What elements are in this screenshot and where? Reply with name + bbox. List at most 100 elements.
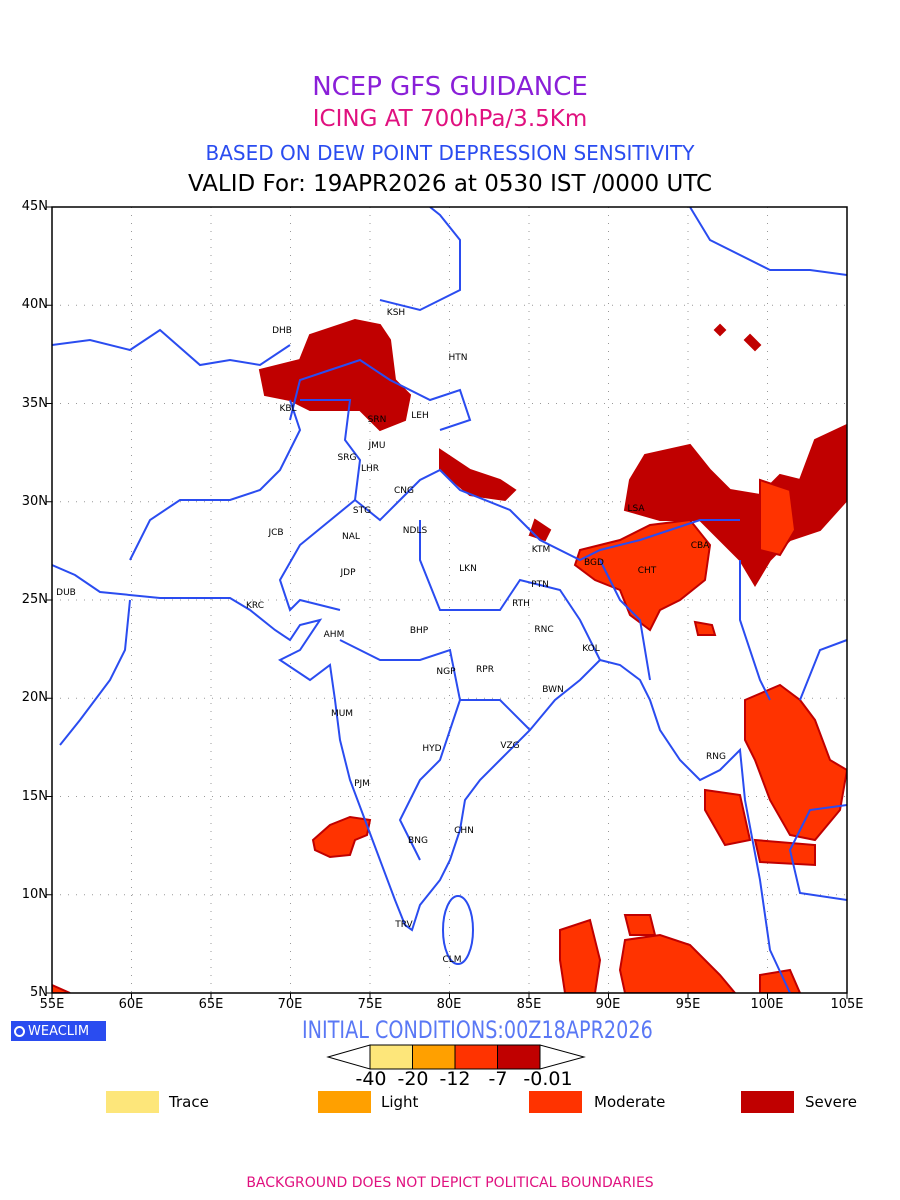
icing-area-moderate bbox=[618, 933, 737, 993]
logo-ring-icon bbox=[14, 1025, 25, 1037]
station-label: PJM bbox=[354, 779, 370, 789]
station-label: DUB bbox=[56, 588, 76, 598]
gridlines bbox=[52, 207, 847, 993]
station-label: KTM bbox=[531, 545, 551, 555]
icing-area-moderate bbox=[52, 983, 71, 993]
icing-area-severe bbox=[258, 318, 412, 432]
station-label: CHN bbox=[454, 826, 474, 836]
station-label: KRC bbox=[246, 601, 264, 611]
station-label: KBL bbox=[279, 404, 297, 414]
icing-moderate bbox=[52, 478, 847, 993]
station-label: NAL bbox=[342, 532, 360, 542]
station-label: CHT bbox=[637, 566, 657, 576]
icing-area-moderate bbox=[623, 914, 657, 936]
lon-label: 70E bbox=[277, 997, 303, 1012]
lon-label: 85E bbox=[516, 997, 542, 1012]
station-label: LHR bbox=[360, 464, 380, 474]
station-label: NGP bbox=[436, 667, 456, 677]
station-label: VZG bbox=[500, 741, 520, 751]
colorbar-tick: -20 bbox=[397, 1068, 429, 1090]
station-label: SRN bbox=[367, 415, 387, 425]
lat-label: 25N bbox=[21, 592, 48, 607]
lon-label: 95E bbox=[675, 997, 701, 1012]
station-label: LEH bbox=[411, 411, 429, 421]
lon-label: 105E bbox=[830, 997, 864, 1012]
lat-label: 45N bbox=[21, 199, 48, 214]
station-label: JDP bbox=[340, 568, 356, 578]
station-label: DHB bbox=[272, 326, 292, 336]
station-label: JCB bbox=[268, 528, 284, 538]
valid-time: VALID For: 19APR2026 at 0530 IST /0000 U… bbox=[187, 171, 713, 197]
legend-swatch-trace bbox=[106, 1091, 159, 1113]
lon-label: 100E bbox=[750, 997, 784, 1012]
station-label: BGD bbox=[584, 558, 604, 568]
station-label: RNG bbox=[706, 752, 726, 762]
station-label: KOL bbox=[582, 644, 600, 654]
icing-area-moderate bbox=[311, 815, 372, 859]
icing-area-severe bbox=[743, 333, 762, 352]
logo-text: WEACLIM bbox=[28, 1023, 90, 1039]
lon-label: 90E bbox=[595, 997, 621, 1012]
legend-label: Severe bbox=[805, 1093, 857, 1111]
icing-area-moderate bbox=[744, 683, 847, 842]
station-label: RNC bbox=[534, 625, 554, 635]
title-line-1: NCEP GFS GUIDANCE bbox=[312, 72, 588, 102]
station-label: HTN bbox=[448, 353, 468, 363]
weaclim-logo: WEACLIM bbox=[11, 1021, 106, 1041]
station-label: PTN bbox=[531, 580, 549, 590]
station-label: SRG bbox=[337, 453, 357, 463]
icing-area-moderate bbox=[693, 620, 717, 636]
lat-label: 20N bbox=[21, 690, 48, 705]
station-label: LSA bbox=[627, 504, 645, 514]
title-line-3: BASED ON DEW POINT DEPRESSION SENSITIVIT… bbox=[205, 141, 695, 165]
colorbar-tick: -40 bbox=[355, 1068, 387, 1090]
lat-label: 10N bbox=[21, 887, 48, 902]
station-label: BHP bbox=[409, 626, 429, 636]
station-label: BNG bbox=[408, 836, 428, 846]
station-label: AHM bbox=[323, 630, 345, 640]
icing-area-severe bbox=[623, 423, 847, 587]
lon-label: 55E bbox=[39, 997, 65, 1012]
station-label: CBA bbox=[690, 541, 710, 551]
colorbar-tick: -0.01 bbox=[523, 1068, 573, 1090]
lat-label: 35N bbox=[21, 396, 48, 411]
lon-label: 60E bbox=[118, 997, 144, 1012]
lat-label: 15N bbox=[21, 789, 48, 804]
legend-label: Moderate bbox=[594, 1093, 666, 1111]
station-label: LKN bbox=[459, 564, 477, 574]
colorbar-tick: -7 bbox=[488, 1068, 508, 1090]
station-label: MUM bbox=[330, 709, 354, 719]
lon-label: 80E bbox=[436, 997, 462, 1012]
icing-area-severe bbox=[439, 448, 517, 502]
legend-swatch-light bbox=[318, 1091, 371, 1113]
footer-disclaimer: BACKGROUND DOES NOT DEPICT POLITICAL BOU… bbox=[246, 1175, 654, 1191]
coastlines-boundaries bbox=[52, 207, 847, 993]
icing-area-moderate bbox=[704, 788, 752, 847]
icing-severe bbox=[258, 318, 847, 587]
icing-area-moderate bbox=[559, 918, 602, 993]
legend-swatch-moderate bbox=[529, 1091, 582, 1113]
station-label: CLM bbox=[442, 955, 462, 965]
icing-area-severe bbox=[713, 323, 727, 337]
title-line-2: ICING AT 700hPa/3.5Km bbox=[312, 106, 588, 132]
station-label: HYD bbox=[422, 744, 442, 754]
station-label: RPR bbox=[476, 665, 494, 675]
station-label: NDLS bbox=[402, 526, 428, 536]
station-label: CNG bbox=[394, 486, 414, 496]
icing-area-moderate bbox=[753, 838, 816, 867]
legend-swatch-severe bbox=[741, 1091, 794, 1113]
initial-conditions: INITIAL CONDITIONS:00Z18APR2026 bbox=[302, 1016, 653, 1044]
lon-label: 65E bbox=[198, 997, 224, 1012]
lat-label: 40N bbox=[21, 297, 48, 312]
station-label: KSH bbox=[386, 308, 406, 318]
legend-label: Trace bbox=[169, 1093, 209, 1111]
icing-area-severe bbox=[528, 518, 552, 542]
station-label: BWN bbox=[542, 685, 564, 695]
station-label: STG bbox=[352, 506, 372, 516]
lat-label: 5N bbox=[30, 985, 48, 1000]
station-label: RTH bbox=[512, 599, 530, 609]
legend-label: Light bbox=[381, 1093, 419, 1111]
lon-label: 75E bbox=[357, 997, 383, 1012]
